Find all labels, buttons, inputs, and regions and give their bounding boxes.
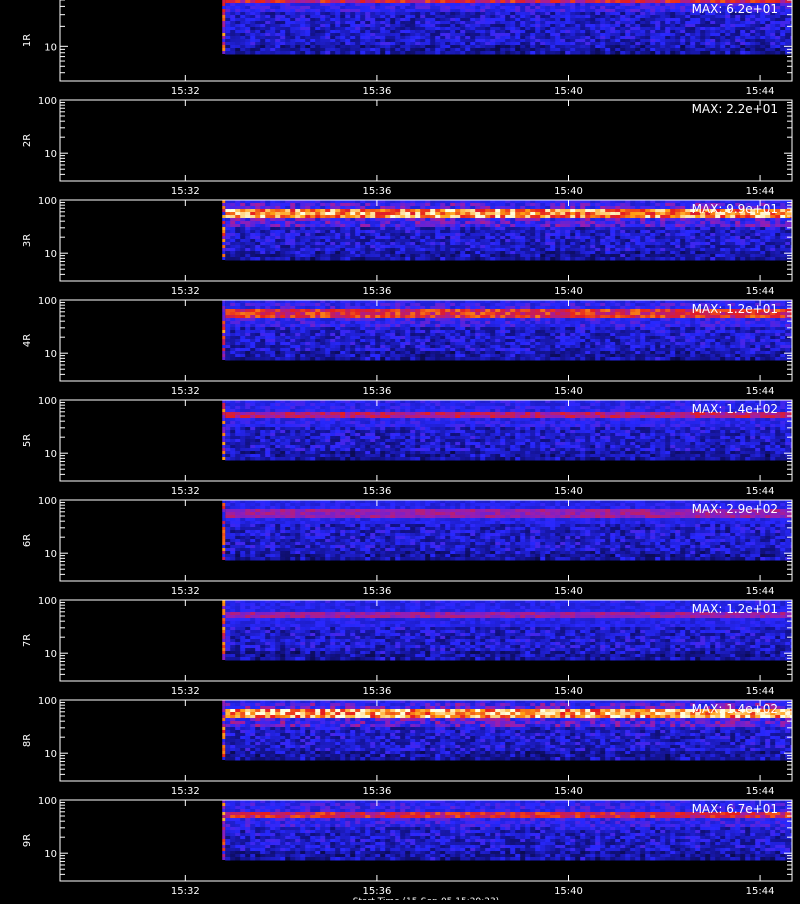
y-tick-label: 10 [44,849,57,860]
y-tick-label: 10 [44,42,57,53]
x-tick-label: 15:32 [171,886,200,897]
x-tick-label: 15:44 [746,186,775,197]
x-tick-label: 15:36 [362,286,391,297]
x-tick-label: 15:40 [554,786,583,797]
x-tick-label: 15:36 [362,886,391,897]
x-tick-label: 15:32 [171,386,200,397]
max-label: MAX: 6.7e+01 [692,802,778,816]
x-tick-label: 15:44 [746,386,775,397]
max-label: MAX: 2.2e+01 [692,102,778,116]
panel-4R: 10 100 15:32 15:36 15:40 15:44 MAX: 1.2e+01 4R [22,296,796,397]
x-tick-label: 15:40 [554,286,583,297]
panel-7R: 10 100 15:32 15:36 15:40 15:44 MAX: 1.2e+01 7R [22,596,796,697]
x-tick-label: 15:44 [746,786,775,797]
panel-label: 3R [22,234,33,247]
panel-label: 8R [22,734,33,747]
x-tick-label: 15:36 [362,186,391,197]
x-tick-label: 15:44 [746,686,775,697]
y-tick-label: 100 [38,296,57,307]
x-tick-label: 15:40 [554,586,583,597]
x-tick-label: 15:44 [746,886,775,897]
panel-label: 9R [22,834,33,847]
y-tick-label: 100 [38,396,57,407]
max-label: MAX: 1.4e+02 [692,702,778,716]
x-tick-label: 15:32 [171,186,200,197]
x-tick-label: 15:36 [362,386,391,397]
y-tick-label: 100 [38,796,57,807]
x-tick-label: 15:40 [554,686,583,697]
x-tick-label: 15:40 [554,186,583,197]
max-label: MAX: 6.2e+01 [692,2,778,16]
max-label: MAX: 2.9e+02 [692,502,778,516]
x-tick-label: 15:44 [746,286,775,297]
y-tick-label: 100 [38,196,57,207]
panel-3R: 10 100 15:32 15:36 15:40 15:44 MAX: 9.9e+01 3R [22,196,796,297]
max-label: MAX: 1.2e+01 [692,602,778,616]
x-tick-label: 15:36 [362,686,391,697]
panel-9R: 10 100 15:32 15:36 15:40 15:44 MAX: 6.7e+01 9R [22,796,796,897]
x-tick-label: 15:36 [362,586,391,597]
panel-8R: 10 100 15:32 15:36 15:40 15:44 MAX: 1.4e+02 8R [22,696,796,797]
panel-label: 7R [22,634,33,647]
x-tick-label: 15:32 [171,86,200,97]
y-tick-label: 100 [38,696,57,707]
panel-2R: 10 100 15:32 15:36 15:40 15:44 MAX: 2.2e+01 2R [22,96,792,197]
y-tick-label: 10 [44,249,57,260]
panel-5R: 10 100 15:32 15:36 15:40 15:44 MAX: 1.4e+02 5R [22,396,796,497]
x-tick-label: 15:32 [171,286,200,297]
x-tick-label: 15:36 [362,86,391,97]
x-tick-label: 15:44 [746,86,775,97]
panel-label: 5R [22,434,33,447]
max-label: MAX: 9.9e+01 [692,202,778,216]
panel-label: 2R [22,134,33,147]
y-tick-label: 10 [44,749,57,760]
x-tick-label: 15:32 [171,786,200,797]
max-label: MAX: 1.2e+01 [692,302,778,316]
max-label: MAX: 1.4e+02 [692,402,778,416]
panel-6R: 10 100 15:32 15:36 15:40 15:44 MAX: 2.9e+02 6R [22,496,796,597]
x-tick-label: 15:44 [746,586,775,597]
x-tick-label: 15:44 [746,486,775,497]
y-tick-label: 10 [44,549,57,560]
y-tick-label: 10 [44,349,57,360]
x-tick-label: 15:36 [362,486,391,497]
x-tick-label: 15:32 [171,686,200,697]
y-tick-label: 100 [38,96,57,107]
panel-label: 1R [22,34,33,47]
x-tick-label: 15:40 [554,886,583,897]
x-tick-label: 15:32 [171,586,200,597]
x-tick-label: 15:40 [554,386,583,397]
y-tick-label: 10 [44,649,57,660]
x-tick-label: 15:36 [362,786,391,797]
panel-label: 4R [22,334,33,347]
y-tick-label: 10 [44,449,57,460]
axes-box-2R [60,100,792,181]
x-tick-label: 15:40 [554,86,583,97]
panel-label: 6R [22,534,33,547]
x-tick-label: 15:40 [554,486,583,497]
y-tick-label: 100 [38,496,57,507]
y-tick-label: 100 [38,596,57,607]
x-tick-label: 15:32 [171,486,200,497]
y-tick-label: 10 [44,149,57,160]
